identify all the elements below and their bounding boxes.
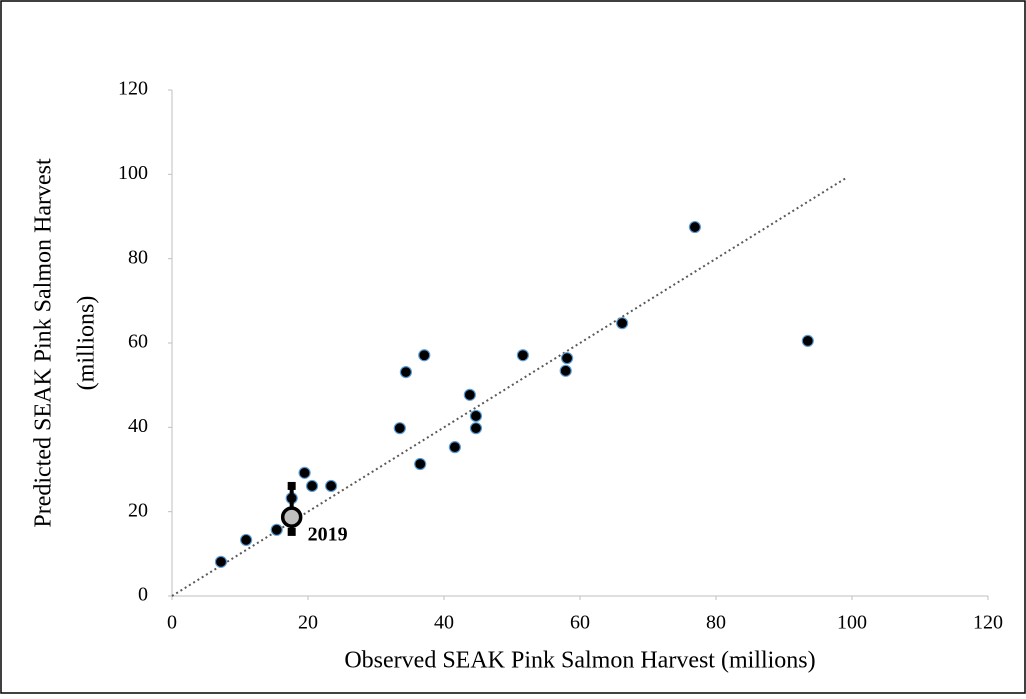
y-tick-label: 60 [128,331,148,353]
point [393,422,406,435]
point [688,220,702,234]
point [448,441,461,454]
point [801,334,814,347]
x-tick-label: 20 [298,612,318,634]
point [240,533,253,547]
point [463,388,476,401]
y-tick-label: 0 [138,584,148,606]
x-tick-label: 80 [706,612,726,634]
x-tick-label: 60 [570,612,590,634]
error-cap [287,481,296,490]
x-tick-label: 0 [167,612,177,634]
reference-line [171,177,846,597]
point [560,352,574,365]
point [270,523,283,536]
y-tick-label: 120 [118,78,148,100]
point [469,422,483,435]
point [414,457,427,471]
y-tick-label: 80 [128,246,148,268]
point [418,349,431,362]
y-tick-label: 100 [118,162,148,184]
point [516,349,529,362]
point [559,364,572,377]
y-tick-label: 40 [128,415,148,437]
y-axis-title: Predicted SEAK Pink Salmon Harvest [31,158,57,528]
point [325,479,338,493]
x-tick-label: 40 [434,612,454,634]
x-axis-title: Observed SEAK Pink Salmon Harvest (milli… [344,648,815,674]
point [305,479,319,493]
error-cap [287,527,296,536]
y-axis-title: (millions) [74,296,100,391]
y-tick-label: 20 [128,499,148,521]
highlight-point [280,506,303,528]
point [298,466,311,479]
x-tick-label: 120 [973,612,1003,634]
annotation: 2019 [308,524,348,546]
x-tick-label: 100 [837,612,867,634]
point [616,317,629,330]
point [399,365,413,379]
point [214,555,228,568]
point [469,409,483,423]
